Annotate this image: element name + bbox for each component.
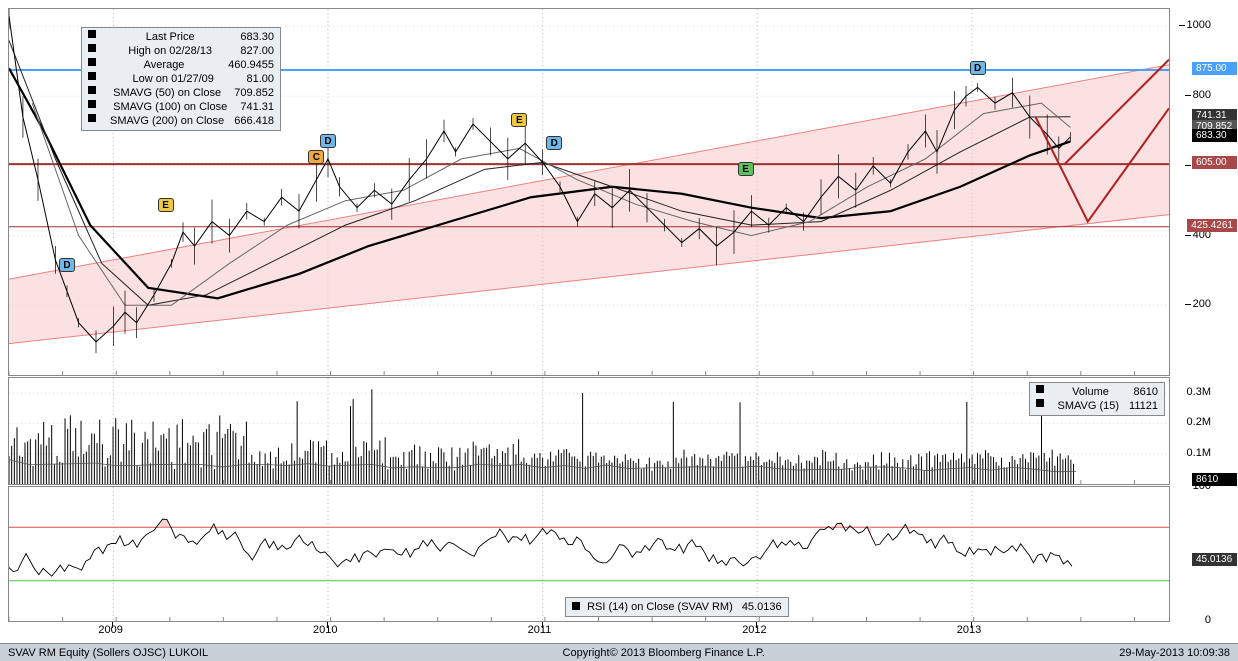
rsi-legend-swatch — [572, 602, 580, 610]
chart-marker-d[interactable]: D — [970, 61, 986, 75]
legend-row: Last Price683.30 — [88, 30, 274, 44]
chart-marker-e[interactable]: E — [738, 162, 754, 176]
footer-timestamp: 29-May-2013 10:09:38 — [1119, 647, 1230, 659]
chart-marker-c[interactable]: C — [308, 150, 324, 164]
volume-legend-box[interactable]: Volume8610SMAVG (15)11121 — [1029, 382, 1166, 416]
chart-marker-e[interactable]: E — [511, 113, 527, 127]
legend-row: Low on 01/27/0981.00 — [88, 72, 274, 86]
footer-copyright: Copyright© 2013 Bloomberg Finance L.P. — [563, 647, 765, 659]
footer-bar: SVAV RM Equity (Sollers OJSC) LUKOIL Cop… — [0, 643, 1238, 661]
rsi-chart-panel[interactable]: 0100 45.0136 RSI (14) on Close (SVAV RM)… — [8, 486, 1170, 622]
legend-row: SMAVG (200) on Close666.418 — [88, 114, 274, 128]
legend-row: SMAVG (50) on Close709.852 — [88, 86, 274, 100]
legend-row: Average460.9455 — [88, 58, 274, 72]
legend-row: SMAVG (15)11121 — [1036, 399, 1159, 413]
price-legend-box[interactable]: Last Price683.30High on 02/28/13827.00Av… — [81, 27, 281, 131]
volume-chart-svg — [9, 378, 1169, 484]
footer-ticker: SVAV RM Equity (Sollers OJSC) LUKOIL — [8, 647, 208, 659]
legend-row: High on 02/28/13827.00 — [88, 44, 274, 58]
volume-chart-panel[interactable]: 0.1M0.2M0.3M 8610 Volume8610SMAVG (15)11… — [8, 377, 1170, 485]
rsi-legend-box[interactable]: RSI (14) on Close (SVAV RM) 45.0136 — [565, 597, 789, 617]
chart-marker-e[interactable]: E — [158, 198, 174, 212]
x-axis: 20092010201120122013 — [8, 624, 1170, 638]
legend-row: Volume8610 — [1036, 385, 1159, 399]
rsi-legend-label: RSI (14) on Close (SVAV RM) — [587, 601, 733, 613]
price-chart-panel[interactable]: 2004006008001000 875.00605.00425.4261 74… — [8, 8, 1170, 376]
chart-marker-d[interactable]: D — [320, 134, 336, 148]
rsi-legend-value: 45.0136 — [742, 601, 782, 613]
chart-marker-d[interactable]: D — [546, 136, 562, 150]
chart-marker-d[interactable]: D — [59, 258, 75, 272]
legend-row: SMAVG (100) on Close741.31 — [88, 100, 274, 114]
